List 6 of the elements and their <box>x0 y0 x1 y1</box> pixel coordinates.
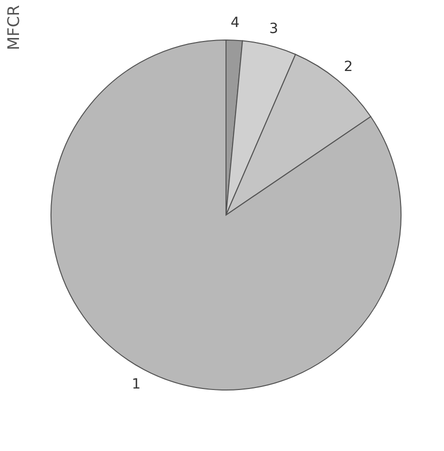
slice-label: 1 <box>132 376 141 393</box>
chart-title: MFCR <box>4 5 23 50</box>
slice-label: 3 <box>269 21 278 38</box>
slice-label: 4 <box>230 15 240 32</box>
pie-slice <box>50 40 402 390</box>
slice-label: 2 <box>344 59 353 76</box>
